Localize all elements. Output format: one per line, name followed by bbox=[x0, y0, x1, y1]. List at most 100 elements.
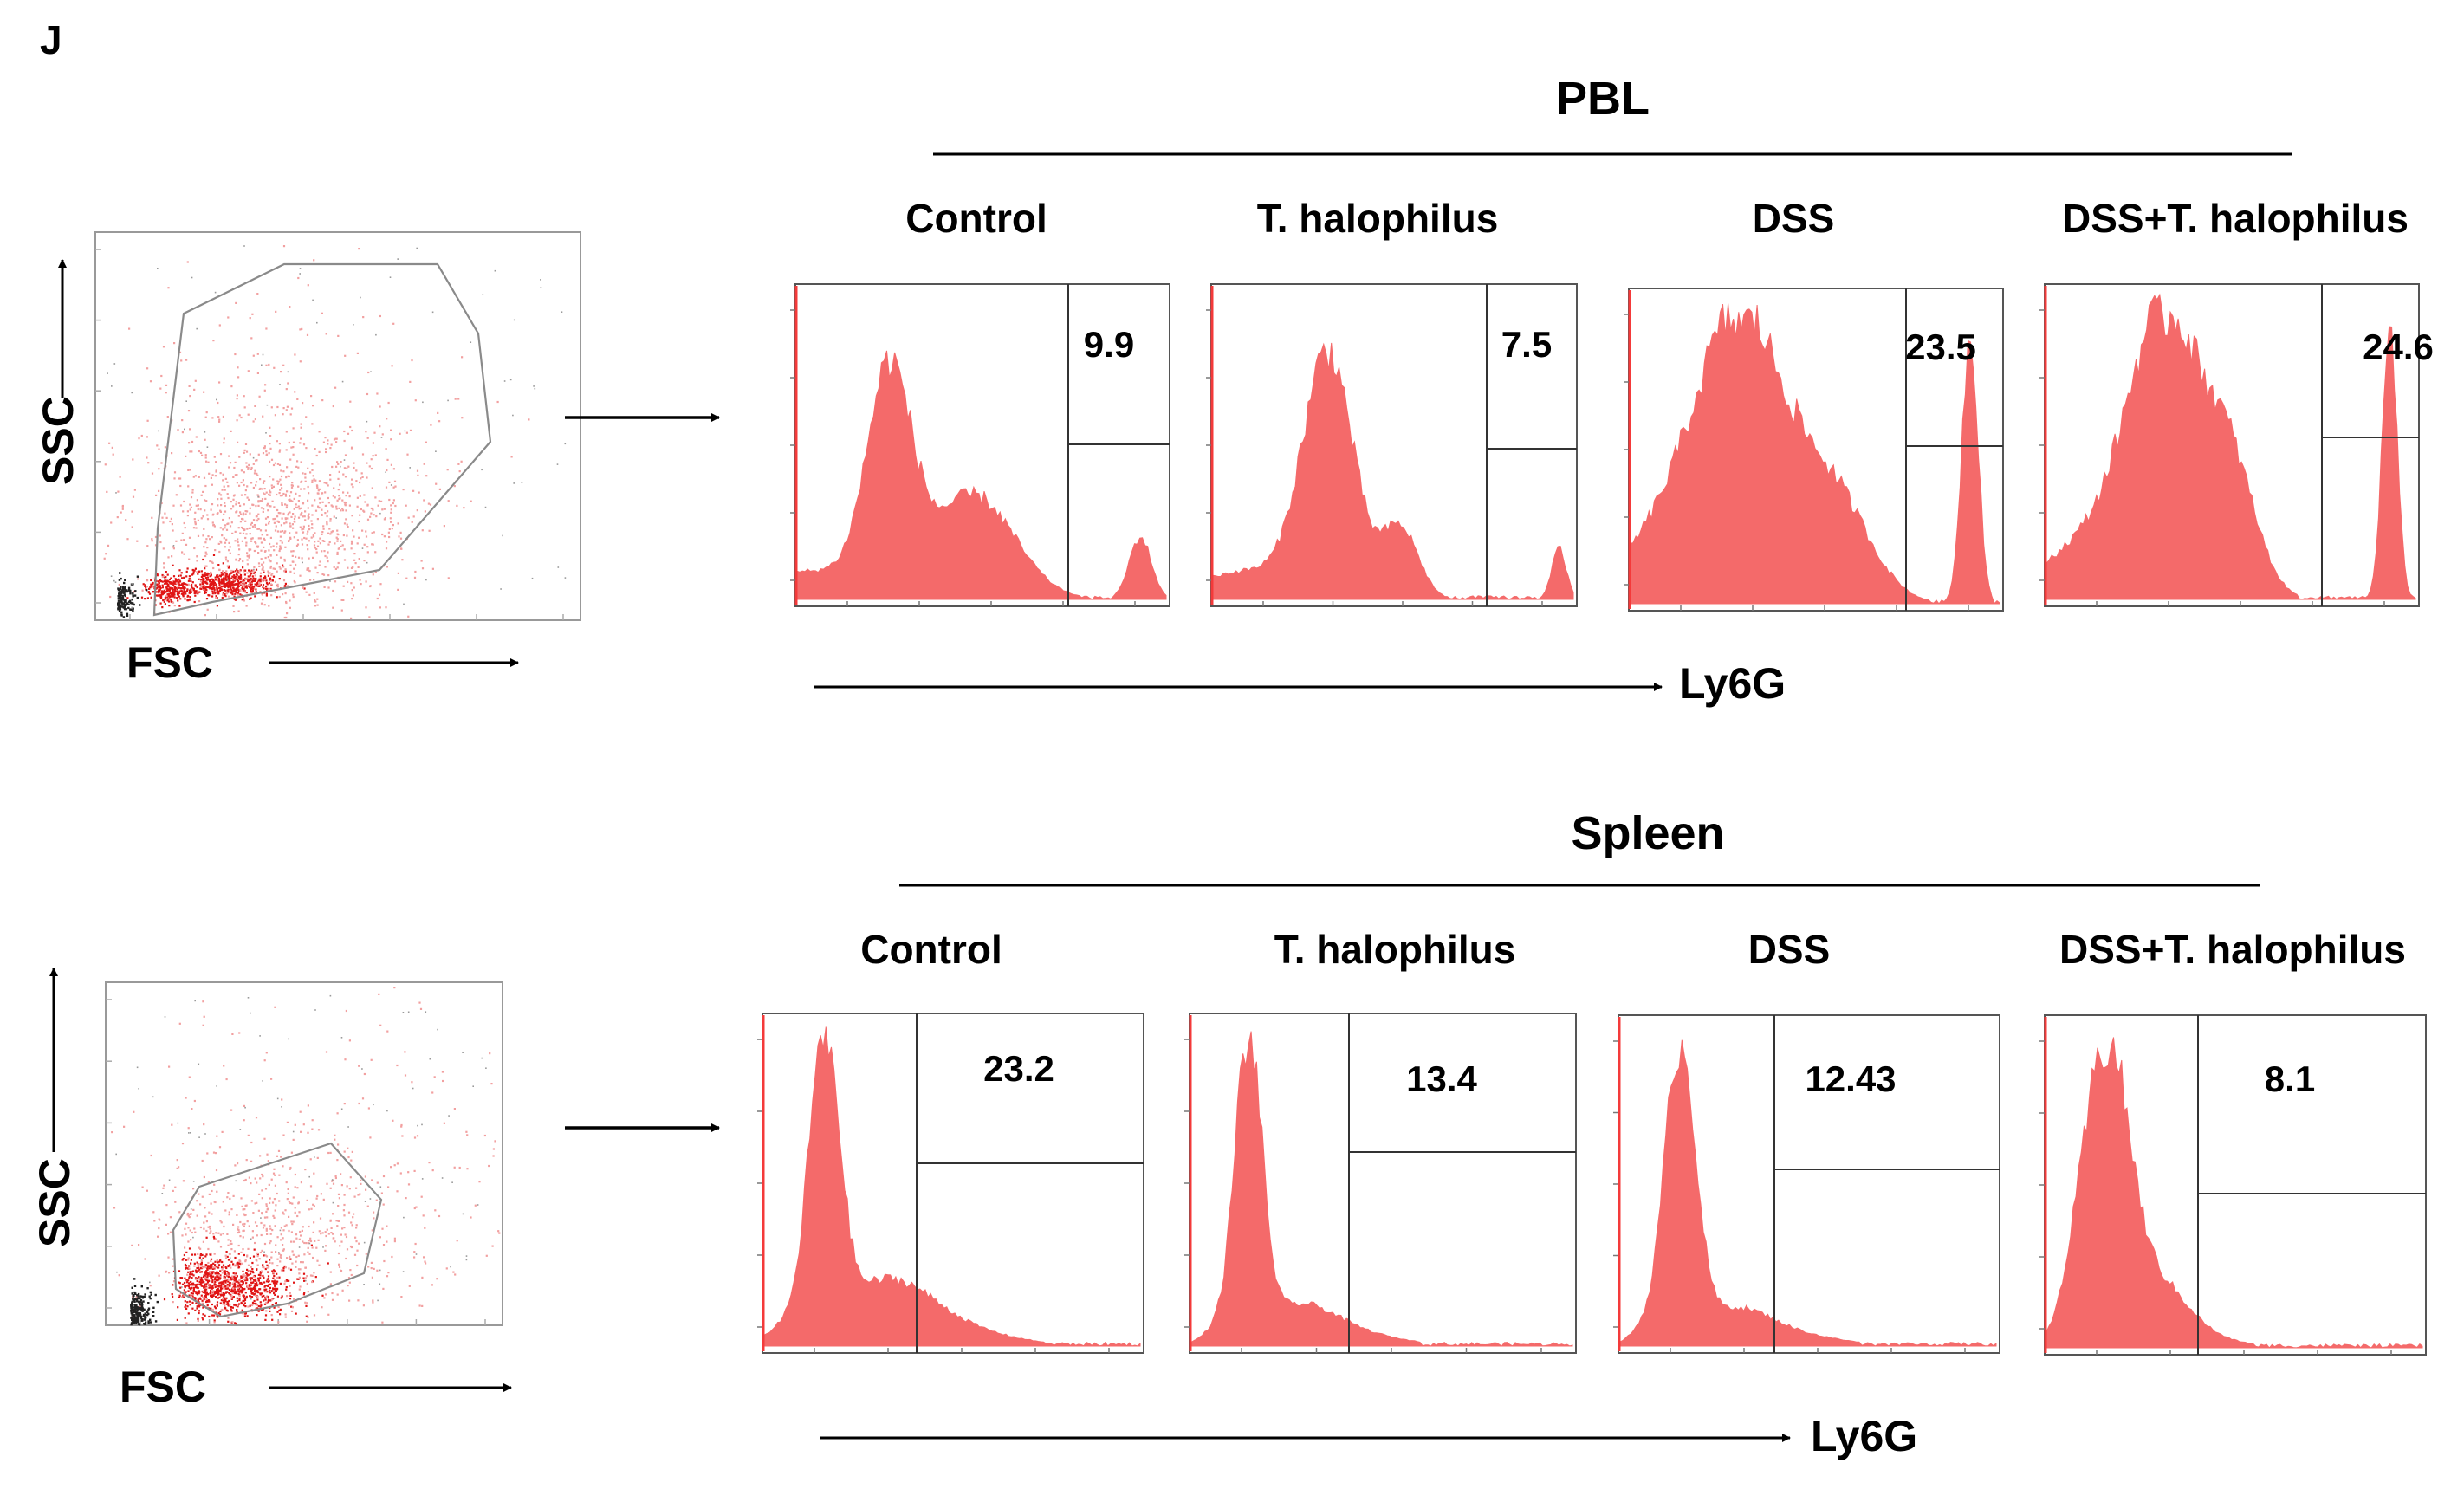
scatter-dot bbox=[222, 415, 224, 418]
scatter-dot bbox=[274, 1287, 276, 1290]
scatter-dot bbox=[334, 1134, 336, 1136]
scatter-dot bbox=[190, 588, 192, 591]
scatter-dot bbox=[308, 524, 310, 528]
scatter-dot bbox=[240, 481, 243, 484]
scatter-dot bbox=[230, 1306, 233, 1309]
scatter-dot bbox=[263, 1216, 267, 1219]
scatter-dot bbox=[160, 591, 163, 594]
scatter-dot bbox=[186, 1305, 189, 1308]
scatter-dot bbox=[273, 366, 276, 369]
scatter-dot bbox=[159, 1219, 161, 1221]
scatter-dot bbox=[307, 485, 309, 489]
debris-dot bbox=[117, 587, 120, 590]
debris-dot bbox=[119, 572, 121, 574]
scatter-dot bbox=[308, 1208, 310, 1211]
scatter-dot bbox=[236, 1309, 238, 1311]
scatter-dot bbox=[372, 573, 374, 576]
scatter-dot bbox=[337, 489, 340, 491]
debris-dot bbox=[133, 1320, 135, 1324]
scatter-dot bbox=[284, 568, 287, 571]
scatter-dot bbox=[311, 469, 314, 471]
scatter-dot bbox=[382, 1287, 385, 1290]
scatter-dot bbox=[308, 557, 310, 560]
scatter-dot bbox=[286, 490, 289, 493]
scatter-dot bbox=[257, 517, 260, 521]
debris-dot bbox=[143, 1323, 146, 1325]
scatter-dot bbox=[261, 1283, 263, 1285]
scatter-dot bbox=[423, 1256, 425, 1259]
scatter-dot bbox=[356, 1264, 359, 1267]
scatter-dot bbox=[308, 540, 310, 542]
scatter-dot bbox=[329, 518, 332, 521]
background-dot bbox=[136, 1066, 139, 1069]
scatter-dot bbox=[253, 1286, 256, 1289]
scatter-dot bbox=[348, 1281, 351, 1284]
scatter-dot bbox=[291, 482, 294, 484]
scatter-dot bbox=[238, 558, 242, 560]
scatter-dot bbox=[421, 1304, 424, 1307]
debris-dot bbox=[139, 1308, 142, 1311]
scatter-dot bbox=[259, 580, 262, 583]
scatter-dot bbox=[218, 420, 221, 423]
scatter-dot bbox=[255, 1294, 257, 1297]
scatter-dot bbox=[163, 574, 165, 578]
scatter-dot bbox=[180, 1296, 183, 1298]
scatter-dot bbox=[317, 505, 320, 508]
scatter-dot bbox=[266, 1264, 269, 1266]
scatter-dot bbox=[277, 1149, 281, 1152]
scatter-dot bbox=[217, 1264, 221, 1266]
scatter-dot bbox=[224, 576, 227, 579]
scatter-dot bbox=[319, 1217, 322, 1220]
scatter-dot bbox=[189, 395, 191, 398]
scatter-dot bbox=[400, 1296, 403, 1298]
scatter-dot bbox=[213, 1253, 216, 1255]
debris-dot bbox=[131, 1308, 134, 1311]
scatter-dot bbox=[167, 556, 170, 559]
scatter-dot bbox=[233, 466, 236, 469]
scatter-dot bbox=[193, 388, 196, 391]
background-dot bbox=[379, 1283, 381, 1285]
scatter-dot bbox=[340, 545, 342, 547]
scatter-dot bbox=[203, 1265, 206, 1267]
scatter-dot bbox=[264, 550, 267, 553]
scatter-dot bbox=[257, 504, 260, 507]
scatter-dot bbox=[203, 391, 205, 393]
scatter-dot bbox=[269, 489, 271, 492]
scatter-dot bbox=[212, 580, 215, 583]
scatter-dot bbox=[256, 1295, 259, 1298]
background-dot bbox=[363, 1284, 365, 1285]
scatter-dot bbox=[194, 521, 197, 523]
scatter-dot bbox=[205, 1300, 208, 1304]
debris-dot bbox=[133, 1316, 136, 1318]
scatter-dot bbox=[204, 588, 207, 591]
scatter-dot bbox=[244, 510, 247, 513]
scatter-dot bbox=[163, 580, 166, 583]
scatter-dot bbox=[380, 500, 383, 502]
scatter-dot bbox=[249, 570, 251, 573]
scatter-dot bbox=[347, 432, 350, 435]
scatter-dot bbox=[159, 602, 162, 605]
background-dot bbox=[370, 371, 372, 372]
scatter-dot bbox=[245, 592, 248, 594]
scatter-dot bbox=[194, 1297, 197, 1299]
scatter-dot bbox=[280, 475, 283, 478]
debris-dot bbox=[141, 1295, 144, 1298]
scatter-dot bbox=[358, 558, 360, 560]
scatter-dot bbox=[197, 534, 200, 537]
scatter-dot bbox=[304, 472, 307, 476]
scatter-dot bbox=[313, 544, 316, 547]
scatter-dot bbox=[225, 1297, 228, 1299]
scatter-dot bbox=[319, 542, 321, 545]
scatter-dot bbox=[183, 576, 185, 579]
scatter-dot bbox=[198, 570, 200, 573]
scatter-dot bbox=[241, 1284, 243, 1286]
scatter-dot bbox=[281, 502, 283, 504]
scatter-dot bbox=[297, 505, 300, 508]
background-dot bbox=[531, 577, 534, 579]
scatter-dot bbox=[307, 284, 309, 287]
scatter-dot bbox=[249, 512, 251, 515]
scatter-dot bbox=[393, 987, 396, 989]
scatter-dot bbox=[251, 1301, 255, 1304]
scatter-dot bbox=[172, 1301, 174, 1304]
